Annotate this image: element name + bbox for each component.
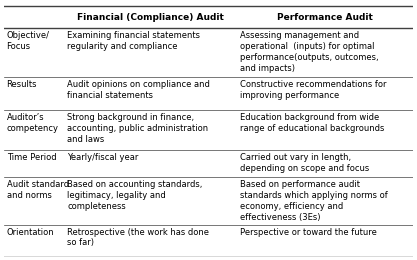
Text: Time Period: Time Period <box>7 153 56 162</box>
Text: Examining financial statements
regularity and compliance: Examining financial statements regularit… <box>67 31 200 51</box>
Text: Based on accounting standards,
legitimacy, legality and
completeness: Based on accounting standards, legitimac… <box>67 180 203 211</box>
Text: Objective/
Focus: Objective/ Focus <box>7 31 50 51</box>
Text: Results: Results <box>7 80 37 89</box>
Text: Retrospective (the work has done
so far): Retrospective (the work has done so far) <box>67 228 209 248</box>
Text: Strong background in finance,
accounting, public administration
and laws: Strong background in finance, accounting… <box>67 113 208 144</box>
Text: Carried out vary in length,
depending on scope and focus: Carried out vary in length, depending on… <box>239 153 369 173</box>
Text: Perspective or toward the future: Perspective or toward the future <box>239 228 377 237</box>
Text: Performance Audit: Performance Audit <box>277 13 373 22</box>
Text: Yearly/fiscal year: Yearly/fiscal year <box>67 153 138 162</box>
Text: Education background from wide
range of educational backgrounds: Education background from wide range of … <box>239 113 384 133</box>
Text: Based on performance audit
standards which applying norms of
economy, efficiency: Based on performance audit standards whi… <box>239 180 387 222</box>
Text: Assessing management and
operational  (inputs) for optimal
performance(outputs, : Assessing management and operational (in… <box>239 31 378 73</box>
Text: Financial (Compliance) Audit: Financial (Compliance) Audit <box>78 13 224 22</box>
Text: Auditor’s
competency: Auditor’s competency <box>7 113 59 133</box>
Text: Constructive recommendations for
improving performance: Constructive recommendations for improvi… <box>239 80 386 100</box>
Text: Orientation: Orientation <box>7 228 54 237</box>
Text: Audit opinions on compliance and
financial statements: Audit opinions on compliance and financi… <box>67 80 210 100</box>
Text: Audit standard
and norms: Audit standard and norms <box>7 180 69 200</box>
